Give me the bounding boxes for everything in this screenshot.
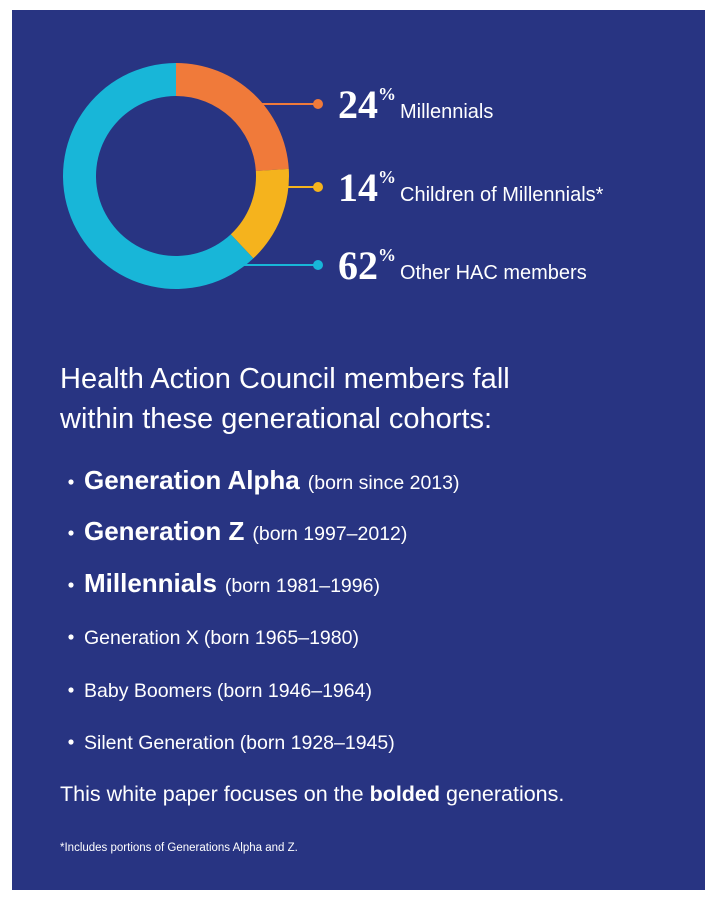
- cohort-name: Generation Z: [84, 516, 244, 546]
- cohort-name: Baby Boomers: [84, 680, 212, 702]
- value-label: 62: [338, 243, 378, 288]
- cohort-item: Millennials (born 1981–1996): [84, 568, 380, 598]
- cohort-years: (born 1981–1996): [225, 575, 380, 597]
- cohort-item: Baby Boomers (born 1946–1964): [84, 680, 372, 702]
- cohort-name: Silent Generation: [84, 732, 235, 754]
- value-unit: %: [378, 245, 396, 265]
- category-label: Millennials: [400, 101, 493, 123]
- cohort-years: (born 1997–2012): [252, 523, 407, 545]
- leader-dot: [313, 99, 323, 109]
- cohort-list: Health Action Council members fall within…: [59, 363, 564, 854]
- note-text: This white paper focuses on the: [60, 782, 364, 806]
- cohort-name: Millennials: [84, 568, 217, 598]
- leader-dot: [313, 182, 323, 192]
- category-label: Other HAC members: [400, 262, 587, 284]
- value-label: 24: [338, 82, 378, 127]
- cohort-item: Generation Alpha (born since 2013): [84, 465, 460, 495]
- segment-label: 24%Millennials: [338, 82, 493, 127]
- cohort-years: (born since 2013): [308, 472, 460, 494]
- donut-segment: [62, 62, 254, 290]
- value-unit: %: [378, 84, 396, 104]
- cohort-item: Silent Generation (born 1928–1945): [84, 732, 395, 754]
- bullet: [68, 687, 74, 693]
- bullet: [68, 634, 74, 640]
- cohort-name: Generation Alpha: [84, 465, 300, 495]
- note-bold: bolded: [370, 782, 440, 806]
- leader-dot: [313, 260, 323, 270]
- background: [12, 10, 705, 890]
- footnote: *Includes portions of Generations Alpha …: [60, 842, 298, 854]
- value-unit: %: [378, 167, 396, 187]
- donut-segment: [230, 168, 289, 259]
- cohort-years: (born 1965–1980): [204, 627, 359, 649]
- cohort-name: Generation X: [84, 627, 199, 649]
- bullet: [68, 739, 74, 745]
- segment-label: 62%Other HAC members: [338, 243, 587, 288]
- cohort-item: Generation Z (born 1997–2012): [84, 516, 407, 546]
- note: This white paper focuses on the bolded gen…: [60, 782, 564, 806]
- heading: Health Action Council members fall: [60, 363, 510, 395]
- bullet: [68, 479, 74, 485]
- heading: within these generational cohorts:: [59, 403, 492, 435]
- bullet: [68, 582, 74, 588]
- bullet: [68, 530, 74, 536]
- segment-label: 14%Children of Millennials*: [338, 165, 604, 210]
- category-label: Children of Millennials*: [400, 184, 604, 206]
- cohort-years: (born 1928–1945): [240, 732, 395, 754]
- donut-segment: [176, 63, 289, 171]
- cohort-item: Generation X (born 1965–1980): [84, 627, 359, 649]
- note-text: generations.: [446, 782, 564, 806]
- value-label: 14: [338, 165, 378, 210]
- cohort-years: (born 1946–1964): [217, 680, 372, 702]
